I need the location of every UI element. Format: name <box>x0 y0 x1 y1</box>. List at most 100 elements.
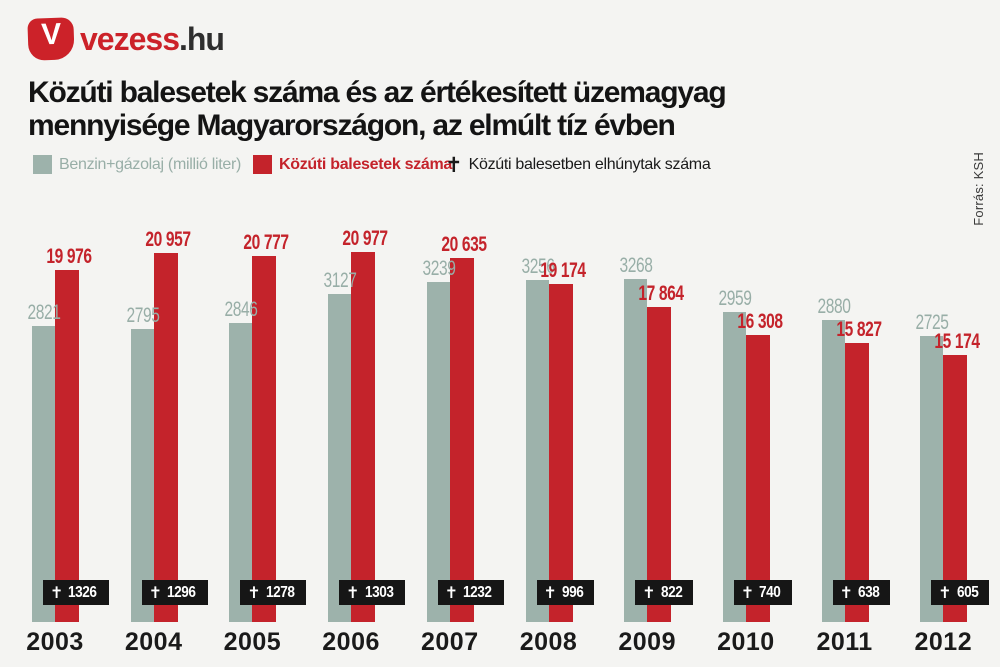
year-label: 2005 <box>223 628 282 656</box>
accidents-bar <box>548 284 573 622</box>
cross-icon: ✝ <box>247 582 261 602</box>
legend-item-fuel: Benzin+gázolaj (millió liter) <box>33 155 241 174</box>
legend-item-accidents: Közúti balesetek száma <box>253 155 452 174</box>
accidents-value-label: 19 976 <box>46 245 92 268</box>
logo-name: vezess <box>80 20 180 57</box>
bar-group-2006: 3127 20 977 ✝ 1303 2006 <box>322 225 406 667</box>
legend: Benzin+gázolaj (millió liter) Közúti bal… <box>0 155 1000 185</box>
accidents-value-label: 20 635 <box>441 233 487 256</box>
accidents-value-label: 20 977 <box>342 227 388 250</box>
legend-label-deaths: Közúti balesetben elhúnytak száma <box>468 156 711 173</box>
cross-icon: ✝ <box>740 582 755 602</box>
year-label: 2004 <box>124 628 183 656</box>
accidents-bar <box>449 258 474 622</box>
deaths-badge: ✝ 822 <box>635 580 693 605</box>
fuel-bar <box>32 326 55 622</box>
chart-title-line2: mennyisége Magyarországon, az elmúlt tíz… <box>28 109 676 142</box>
year-label: 2006 <box>322 628 380 656</box>
year-label: 2012 <box>914 628 973 656</box>
bar-group-2007: 3239 20 635 ✝ 1232 2007 <box>421 225 504 667</box>
accidents-value-label: 15 174 <box>934 330 981 353</box>
cross-icon: ✝ <box>938 582 952 602</box>
bar-group-2011: 2880 15 827 ✝ 638 2011 <box>816 225 891 667</box>
fuel-bar <box>229 323 253 622</box>
cross-icon: ✝ <box>839 582 853 602</box>
fuel-bar <box>525 280 549 622</box>
fuel-value-label: 2821 <box>27 301 61 324</box>
cross-icon: ✝ <box>543 582 557 602</box>
deaths-badge: ✝ 605 <box>931 580 989 605</box>
accidents-bar <box>153 253 178 622</box>
cross-icon: ✝ <box>642 582 656 602</box>
source-credit: Forrás: KSH <box>971 152 986 226</box>
deaths-count: 1303 <box>364 583 394 601</box>
year-label: 2010 <box>717 628 775 656</box>
accidents-bar <box>55 270 79 622</box>
legend-item-deaths: ✝ Közúti balesetben elhúnytak száma <box>445 155 711 176</box>
fuel-bar <box>722 312 746 622</box>
deaths-badge: ✝ 996 <box>536 580 595 605</box>
deaths-count: 1232 <box>463 583 492 601</box>
deaths-count: 822 <box>660 583 683 601</box>
deaths-badge: ✝ 1296 <box>141 580 208 605</box>
year-label: 2009 <box>618 628 676 656</box>
chart-title-line1: Közúti balesetek száma és az értékesítet… <box>28 76 727 109</box>
year-label: 2011 <box>816 628 873 656</box>
accidents-value-label: 20 957 <box>145 228 191 251</box>
fuel-bar <box>920 336 944 622</box>
accidents-value-label: 19 174 <box>539 259 586 282</box>
fuel-bar <box>624 279 648 622</box>
year-label: 2003 <box>26 628 84 656</box>
cross-icon: ✝ <box>148 582 163 602</box>
bar-group-2010: 2959 16 308 ✝ 740 2010 <box>717 225 792 667</box>
accidents-value-label: 17 864 <box>638 282 685 305</box>
deaths-badge: ✝ 1278 <box>240 580 307 605</box>
accidents-value-label: 15 827 <box>835 318 882 341</box>
deaths-count: 740 <box>759 583 781 601</box>
chart-title: Közúti balesetek száma és az értékesítet… <box>28 76 727 142</box>
cross-icon: ✝ <box>50 582 64 602</box>
year-label: 2007 <box>420 628 479 656</box>
bar-group-2009: 3268 17 864 ✝ 822 2009 <box>618 225 693 667</box>
fuel-value-label: 3239 <box>422 257 456 280</box>
fuel-value-label: 2846 <box>224 298 258 321</box>
deaths-count: 605 <box>956 583 979 601</box>
legend-label-accidents: Közúti balesetek száma <box>279 155 453 173</box>
deaths-badge: ✝ 1303 <box>339 580 406 605</box>
fuel-bar <box>821 320 845 622</box>
legend-label-fuel: Benzin+gázolaj (millió liter) <box>59 155 242 173</box>
deaths-count: 1326 <box>68 583 97 601</box>
cross-icon: ✝ <box>444 582 459 602</box>
fuel-bar <box>426 282 450 622</box>
accidents-bar <box>351 252 376 622</box>
logo-wordmark: vezess.hu <box>80 20 225 58</box>
accidents-bar <box>745 335 770 622</box>
logo-tld: .hu <box>178 20 225 57</box>
accidents-bar <box>252 256 277 622</box>
bar-group-2012: 2725 15 174 ✝ 605 2012 <box>914 225 989 667</box>
deaths-count: 1296 <box>167 583 196 601</box>
accidents-bar <box>844 343 869 622</box>
fuel-bar <box>130 329 154 622</box>
fuel-swatch-icon <box>33 155 52 174</box>
accidents-bar <box>647 307 672 622</box>
fuel-value-label: 3256 <box>520 255 555 278</box>
deaths-badge: ✝ 1232 <box>437 580 504 605</box>
deaths-count: 1278 <box>265 583 295 601</box>
fuel-value-label: 2959 <box>718 287 752 310</box>
deaths-badge: ✝ 638 <box>832 580 891 605</box>
deaths-count: 638 <box>858 583 880 601</box>
accidents-swatch-icon <box>253 155 272 174</box>
bar-group-2003: 2821 19 976 ✝ 1326 2003 <box>26 225 109 667</box>
bar-group-2004: 2795 20 957 ✝ 1296 2004 <box>125 225 208 667</box>
deaths-badge: ✝ 740 <box>733 580 792 605</box>
year-label: 2008 <box>519 628 578 656</box>
fuel-value-label: 2880 <box>817 295 851 318</box>
vezess-logo[interactable]: V vezess.hu <box>27 17 225 61</box>
deaths-badge: ✝ 1326 <box>43 580 109 605</box>
fuel-value-label: 3127 <box>323 269 357 292</box>
logo-letter: V <box>40 17 61 52</box>
fuel-bar <box>328 294 352 622</box>
vezess-v-icon: V <box>27 17 75 61</box>
